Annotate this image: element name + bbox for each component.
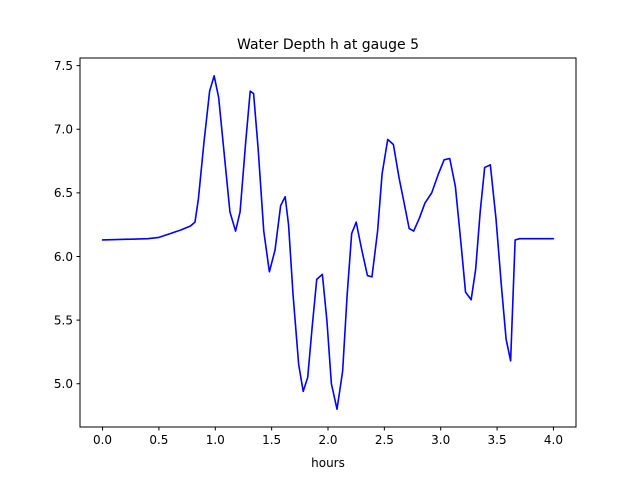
x-tick-label: 0.0 [93,433,112,447]
chart-title: Water Depth h at gauge 5 [237,37,419,53]
y-tick-label: 5.5 [54,313,73,327]
y-tick-label: 7.5 [54,59,73,73]
x-tick-label: 0.5 [149,433,168,447]
chart-figure: Water Depth h at gauge 5 0.0 0.5 1.0 1.5 2.0… [0,0,640,480]
x-tick-label: 2.0 [318,433,337,447]
x-axis-label: hours [311,456,345,470]
x-tick-label: 2.5 [375,433,394,447]
x-tick-label: 1.5 [262,433,281,447]
y-tick-label: 7.0 [54,123,73,137]
line-chart: Water Depth h at gauge 5 0.0 0.5 1.0 1.5 2.0… [0,0,640,480]
x-tick-label: 1.0 [206,433,225,447]
x-tick-label: 3.5 [488,433,507,447]
figure-background [0,0,640,480]
y-tick-label: 6.0 [54,250,73,264]
y-tick-label: 6.5 [54,186,73,200]
x-tick-label: 4.0 [544,433,563,447]
x-tick-label: 3.0 [431,433,450,447]
y-tick-label: 5.0 [54,377,73,391]
